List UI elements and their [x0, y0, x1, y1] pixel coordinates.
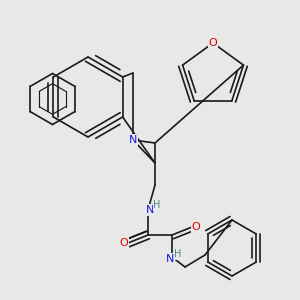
- Text: H: H: [174, 249, 182, 259]
- Text: N: N: [129, 135, 137, 145]
- Text: O: O: [120, 238, 128, 248]
- Text: N: N: [166, 254, 174, 264]
- Text: H: H: [153, 200, 161, 210]
- Text: N: N: [146, 205, 154, 215]
- Text: O: O: [208, 38, 217, 48]
- Text: O: O: [192, 222, 200, 232]
